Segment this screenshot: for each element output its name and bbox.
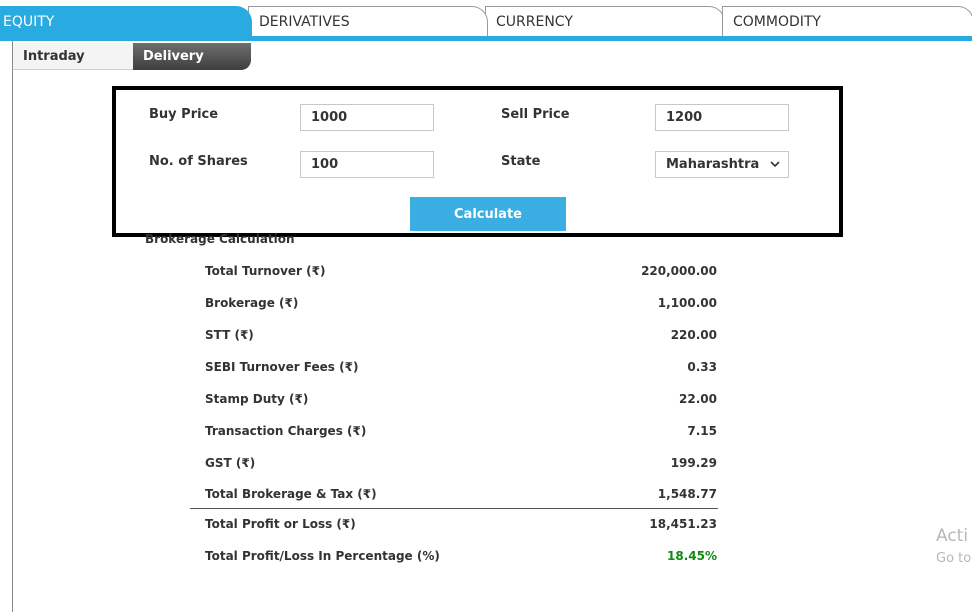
result-row: Total Profit or Loss (₹) 18,451.23 [205, 517, 717, 537]
result-value: 220.00 [670, 328, 717, 342]
calculator-form: Buy Price Sell Price No. of Shares State… [112, 86, 843, 237]
brokerage-calculation-title: Brokerage Calculation [145, 232, 295, 246]
shares-input[interactable] [300, 151, 434, 178]
result-row: Total Profit/Loss In Percentage (%) 18.45… [205, 549, 717, 569]
result-label: GST (₹) [205, 456, 256, 470]
result-value: 220,000.00 [641, 264, 717, 278]
sell-price-input[interactable] [655, 104, 789, 131]
buy-price-input[interactable] [300, 104, 434, 131]
buy-price-label: Buy Price [149, 107, 219, 122]
result-value: 199.29 [670, 456, 717, 470]
result-label: Total Brokerage & Tax (₹) [205, 487, 377, 501]
result-label: Total Profit/Loss In Percentage (%) [205, 549, 440, 563]
tab-currency-label: CURRENCY [496, 14, 573, 30]
tab-derivatives[interactable]: DERIVATIVES [248, 6, 488, 36]
activation-watermark-title: Acti [936, 526, 969, 546]
state-select-value: Maharashtra [666, 157, 760, 172]
tab-underline [0, 36, 972, 41]
profit-percentage-value: 18.45% [667, 549, 717, 563]
result-value: 1,548.77 [657, 487, 717, 501]
state-label: State [501, 154, 541, 169]
tab-intraday[interactable]: Intraday [13, 43, 133, 70]
tab-delivery[interactable]: Delivery [133, 43, 251, 70]
result-row: STT (₹) 220.00 [205, 328, 717, 348]
result-label: Total Turnover (₹) [205, 264, 326, 278]
result-value: 22.00 [679, 392, 717, 406]
state-select[interactable]: Maharashtra [655, 151, 789, 178]
tab-currency[interactable]: CURRENCY [485, 6, 725, 36]
result-label: Brokerage (₹) [205, 296, 299, 310]
result-value: 0.33 [687, 360, 717, 374]
result-value: 7.15 [687, 424, 717, 438]
result-label: Stamp Duty (₹) [205, 392, 309, 406]
result-value: 1,100.00 [657, 296, 717, 310]
result-label: STT (₹) [205, 328, 254, 342]
chevron-down-icon [770, 152, 780, 186]
panel-border [12, 41, 13, 612]
shares-label: No. of Shares [149, 154, 248, 169]
tab-commodity-label: COMMODITY [733, 14, 821, 30]
market-tabs: CURRENCY COMMODITY DERIVATIVES EQUITY [0, 0, 972, 41]
result-label: Total Profit or Loss (₹) [205, 517, 356, 531]
tab-derivatives-label: DERIVATIVES [259, 14, 350, 30]
calculate-button[interactable]: Calculate [410, 197, 566, 231]
result-label: SEBI Turnover Fees (₹) [205, 360, 359, 374]
total-divider [190, 508, 718, 509]
result-row: GST (₹) 199.29 [205, 456, 717, 476]
sell-price-label: Sell Price [501, 107, 570, 122]
result-row: Stamp Duty (₹) 22.00 [205, 392, 717, 412]
activation-watermark-subtitle: Go to [936, 551, 972, 566]
result-row: Total Turnover (₹) 220,000.00 [205, 264, 717, 284]
result-row: Brokerage (₹) 1,100.00 [205, 296, 717, 316]
result-row: Total Brokerage & Tax (₹) 1,548.77 [205, 487, 717, 507]
tab-commodity[interactable]: COMMODITY [722, 6, 972, 36]
result-row: SEBI Turnover Fees (₹) 0.33 [205, 360, 717, 380]
tab-equity[interactable]: EQUITY [0, 6, 252, 36]
result-row: Transaction Charges (₹) 7.15 [205, 424, 717, 444]
result-value: 18,451.23 [649, 517, 717, 531]
result-label: Transaction Charges (₹) [205, 424, 367, 438]
tab-equity-label: EQUITY [3, 14, 55, 30]
